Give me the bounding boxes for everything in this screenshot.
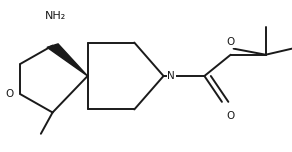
Text: NH₂: NH₂	[45, 11, 66, 21]
Text: O: O	[227, 37, 235, 47]
Text: O: O	[5, 89, 13, 99]
Text: O: O	[227, 111, 235, 121]
Polygon shape	[47, 44, 88, 76]
Text: N: N	[167, 71, 175, 81]
